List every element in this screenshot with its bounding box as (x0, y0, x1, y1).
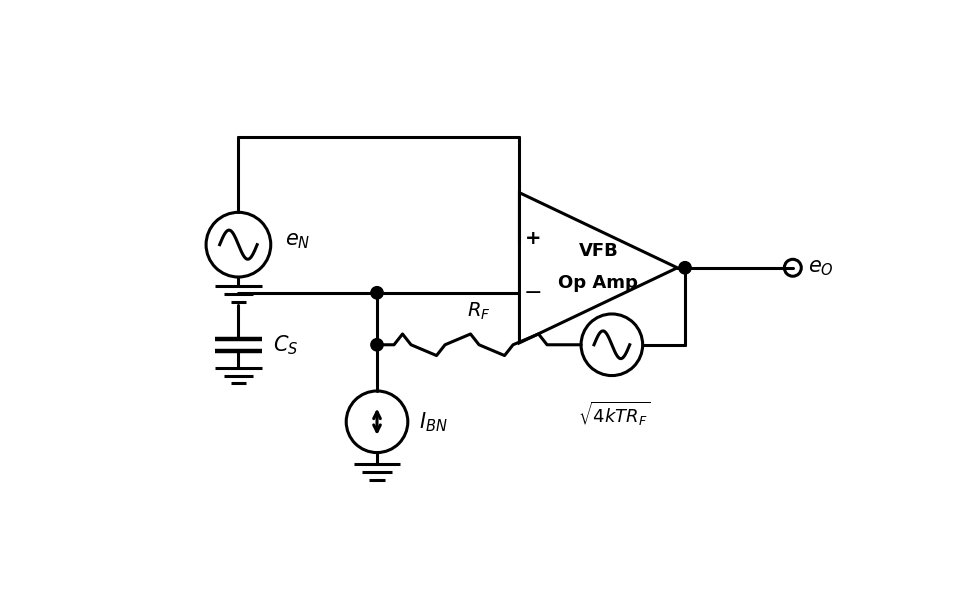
Circle shape (371, 339, 383, 351)
Text: $e_N$: $e_N$ (284, 231, 310, 251)
Text: −: − (524, 283, 543, 303)
Text: $C_S$: $C_S$ (273, 333, 299, 356)
Circle shape (371, 286, 383, 299)
Text: $I_{BN}$: $I_{BN}$ (419, 410, 448, 434)
Text: $R_F$: $R_F$ (468, 300, 491, 322)
Text: +: + (525, 229, 542, 249)
Text: $\sqrt{4kTR_F}$: $\sqrt{4kTR_F}$ (578, 400, 651, 429)
Text: Op Amp: Op Amp (558, 274, 638, 292)
Text: $e_O$: $e_O$ (808, 258, 834, 278)
Text: VFB: VFB (578, 242, 618, 260)
Circle shape (679, 261, 691, 274)
